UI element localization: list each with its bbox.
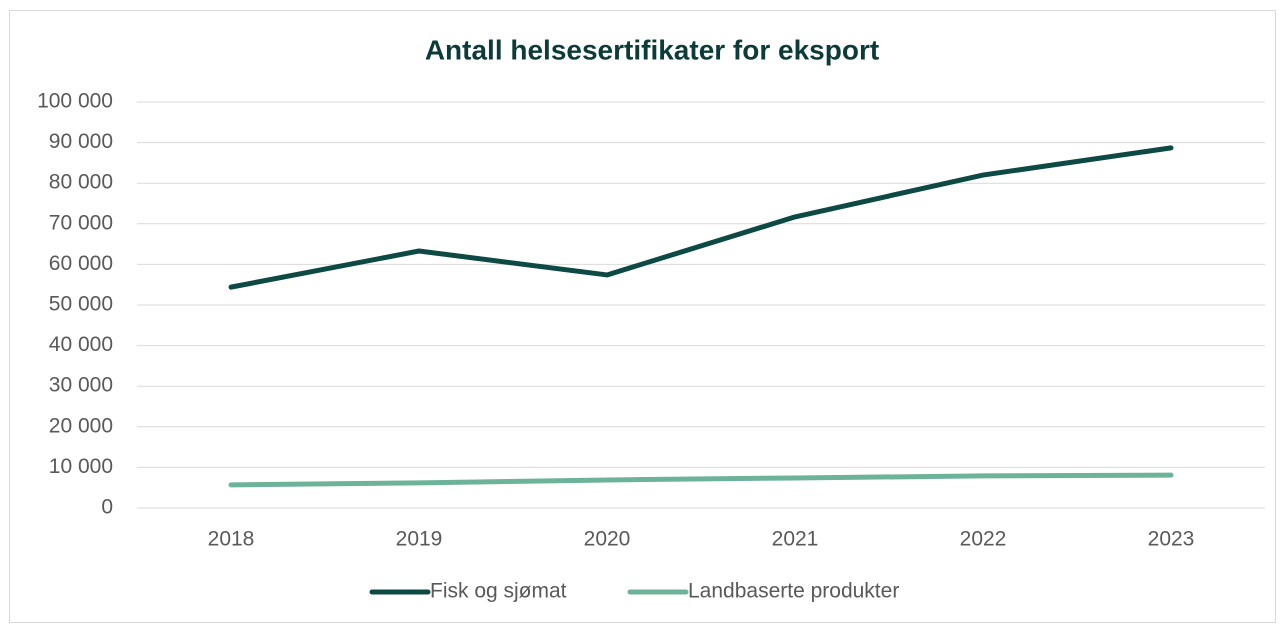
y-tick-label: 50 000 [49,293,113,316]
legend-label: Fisk og sjømat [430,580,567,603]
x-tick-label: 2021 [772,528,819,551]
x-tick-label: 2022 [960,528,1007,551]
x-tick-label: 2023 [1148,528,1195,551]
y-tick-label: 80 000 [49,171,113,194]
chart-title: Antall helsesertifikater for eksport [425,34,879,65]
x-tick-label: 2020 [584,528,631,551]
y-tick-label: 70 000 [49,211,113,234]
series-line [228,472,1174,488]
x-tick-label: 2019 [396,528,443,551]
y-tick-label: 20 000 [49,414,113,437]
legend-label: Landbaserte produkter [688,580,899,603]
y-tick-label: 40 000 [49,333,113,356]
y-tick-label: 10 000 [49,455,113,478]
y-tick-label: 90 000 [49,130,113,153]
series-line [228,145,1174,290]
y-tick-label: 0 [101,496,113,519]
y-tick-label: 100 000 [37,90,113,113]
y-tick-label: 60 000 [49,252,113,275]
x-tick-label: 2018 [208,528,255,551]
y-tick-label: 30 000 [49,374,113,397]
chart-frame [9,10,1276,623]
